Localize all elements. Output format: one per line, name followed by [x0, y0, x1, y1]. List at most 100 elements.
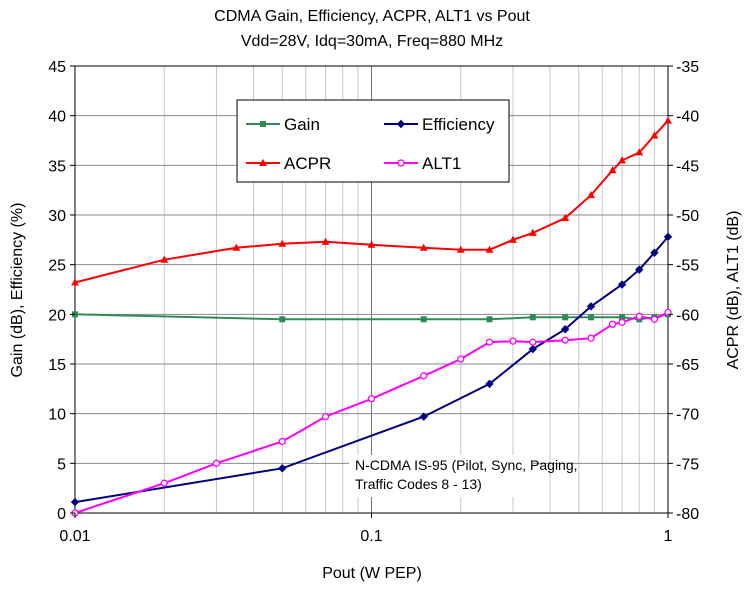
efficiency-point — [485, 379, 494, 389]
right-tick-label: -75 — [676, 456, 699, 473]
alt1-point — [485, 338, 494, 346]
right-axis-label: ACPR (dB), ALT1 (dB) — [725, 211, 742, 370]
alt1-point — [321, 412, 330, 421]
series-layer — [70, 116, 673, 517]
gain-point — [529, 314, 536, 321]
left-tick-label: 35 — [48, 158, 66, 175]
acpr-line — [74, 119, 669, 284]
acpr-point — [321, 237, 330, 245]
acpr-point — [635, 148, 644, 156]
acpr-point — [618, 156, 626, 164]
left-tick-label: 0 — [57, 506, 66, 523]
efficiency-point — [278, 464, 287, 473]
legend-label-gain: Gain — [284, 115, 320, 134]
right-tick-label: -45 — [676, 158, 699, 175]
legend-label-alt1: ALT1 — [422, 154, 461, 173]
efficiency-point — [617, 280, 627, 289]
left-tick-label: 45 — [48, 59, 66, 76]
right-tick-label: -55 — [676, 258, 699, 275]
acpr-point — [561, 213, 570, 221]
legend-box — [236, 99, 510, 183]
gain-point — [588, 314, 595, 321]
alt1-point — [278, 437, 286, 446]
alt1-point — [420, 372, 428, 380]
right-tick-label: -35 — [676, 59, 699, 76]
series-efficiency — [70, 232, 673, 507]
alt1-point — [561, 336, 569, 344]
efficiency-point — [528, 344, 538, 354]
left-tick-label: 25 — [48, 258, 66, 275]
series-acpr — [71, 116, 672, 286]
left-tick-label: 10 — [48, 407, 66, 424]
efficiency-point — [635, 265, 644, 274]
left-tick-label: 20 — [48, 307, 66, 324]
gain-point — [486, 316, 493, 323]
chart-title: CDMA Gain, Efficiency, ACPR, ALT1 vs Pou… — [214, 8, 530, 25]
alt1-point — [529, 338, 537, 346]
gain-point — [279, 316, 286, 323]
legend-item-acpr: ACPR — [246, 154, 331, 173]
legend-marker-alt1 — [397, 159, 405, 167]
chart-subtitle: Vdd=28V, Idq=30mA, Freq=880 MHz — [241, 33, 503, 50]
legend-marker-gain — [260, 121, 266, 127]
alt1-point — [367, 395, 376, 403]
acpr-point — [528, 228, 537, 236]
alt1-point — [650, 315, 659, 323]
efficiency-point — [70, 497, 80, 507]
left-axis-label: Gain (dB), Efficiency (%) — [9, 203, 26, 378]
legend-marker-efficiency — [396, 119, 406, 129]
legend-items: Gain Efficiency ACPR ALT1 — [246, 115, 495, 173]
right-tick-label: -40 — [676, 109, 699, 126]
efficiency-point — [586, 302, 596, 311]
alt1-point — [618, 318, 626, 326]
alt1-point — [509, 337, 517, 345]
alt1-point — [608, 320, 617, 328]
acpr-point — [278, 239, 287, 247]
left-tick-label: 5 — [57, 456, 66, 473]
right-tick-label: -65 — [676, 357, 699, 374]
acpr-point — [160, 255, 169, 263]
gain-point — [619, 314, 626, 321]
gain-point — [420, 316, 427, 323]
legend-marker-acpr — [259, 158, 267, 166]
acpr-point — [485, 245, 494, 253]
acpr-point — [71, 278, 79, 286]
annotation-line-1: N-CDMA IS-95 (Pilot, Sync, Paging, — [355, 457, 578, 473]
acpr-point — [664, 116, 672, 124]
x-tick-label: 1 — [664, 528, 673, 545]
x-tick-label: 0.01 — [59, 528, 90, 545]
left-tick-label: 30 — [48, 208, 66, 225]
acpr-point — [608, 166, 617, 174]
x-axis-label: Pout (W PEP) — [322, 565, 422, 582]
efficiency-point — [650, 248, 659, 257]
legend-label-efficiency: Efficiency — [422, 115, 495, 134]
alt1-point — [635, 312, 643, 320]
acpr-point — [650, 131, 659, 139]
legend-item-gain: Gain — [246, 115, 320, 134]
efficiency-point — [663, 232, 673, 242]
left-tick-label: 15 — [48, 357, 66, 374]
right-tick-label: -60 — [676, 307, 699, 324]
legend-item-efficiency: Efficiency — [384, 115, 495, 134]
annotation: N-CDMA IS-95 (Pilot, Sync, Paging, Traff… — [349, 455, 578, 497]
acpr-point — [367, 240, 376, 248]
alt1-point — [587, 334, 595, 342]
acpr-point — [587, 190, 595, 199]
efficiency-point — [419, 412, 428, 421]
legend-item-alt1: ALT1 — [384, 154, 461, 173]
legend-label-acpr: ACPR — [284, 154, 331, 173]
left-tick-label: 40 — [48, 109, 66, 126]
efficiency-point — [560, 325, 570, 334]
alt1-point — [160, 479, 168, 487]
alt1-point — [212, 459, 221, 467]
right-tick-label: -50 — [676, 208, 699, 225]
right-tick-label: -70 — [676, 407, 699, 424]
gain-point — [562, 314, 569, 321]
annotation-box — [349, 455, 533, 497]
series-alt1 — [71, 308, 672, 517]
annotation-line-2: Traffic Codes 8 - 13) — [355, 476, 482, 492]
x-tick-label: 0.1 — [360, 528, 382, 545]
acpr-point — [232, 243, 241, 251]
